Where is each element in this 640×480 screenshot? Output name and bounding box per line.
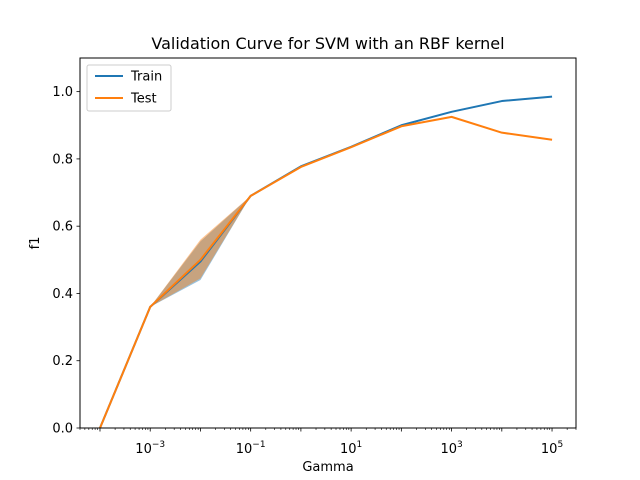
x-tick-label: 10−1 [236, 440, 266, 457]
chart-title: Validation Curve for SVM with an RBF ker… [151, 34, 504, 53]
y-tick-label: 1.0 [52, 85, 73, 100]
series-line-test [99, 115, 553, 429]
legend: Train Test [86, 64, 172, 112]
x-tick-label: 103 [440, 440, 462, 457]
confidence-bands [99, 96, 553, 428]
y-tick-label: 0.2 [52, 354, 73, 369]
y-axis-label: f1 [28, 237, 43, 250]
plot-area-frame [79, 57, 577, 429]
legend-label-test: Test [130, 92, 157, 107]
x-tick-label: 105 [541, 440, 563, 457]
series-line-train [99, 95, 553, 429]
legend-label-train: Train [130, 70, 162, 85]
x-tick-label: 101 [340, 440, 362, 457]
series-lines [99, 95, 553, 429]
y-tick-label: 0.4 [52, 287, 73, 302]
y-tick-label: 0.0 [52, 422, 73, 437]
y-axis-ticks: 0.0 0.2 0.4 0.6 0.8 1.0 [52, 85, 80, 437]
x-axis-ticks: 10−3 10−1 101 103 105 [79, 428, 577, 457]
band-train [99, 96, 553, 428]
x-axis-label: Gamma [302, 460, 353, 475]
band-test [99, 116, 553, 428]
x-tick-label: 10−3 [135, 440, 165, 457]
y-tick-label: 0.6 [52, 220, 73, 235]
y-tick-label: 0.8 [52, 152, 73, 167]
